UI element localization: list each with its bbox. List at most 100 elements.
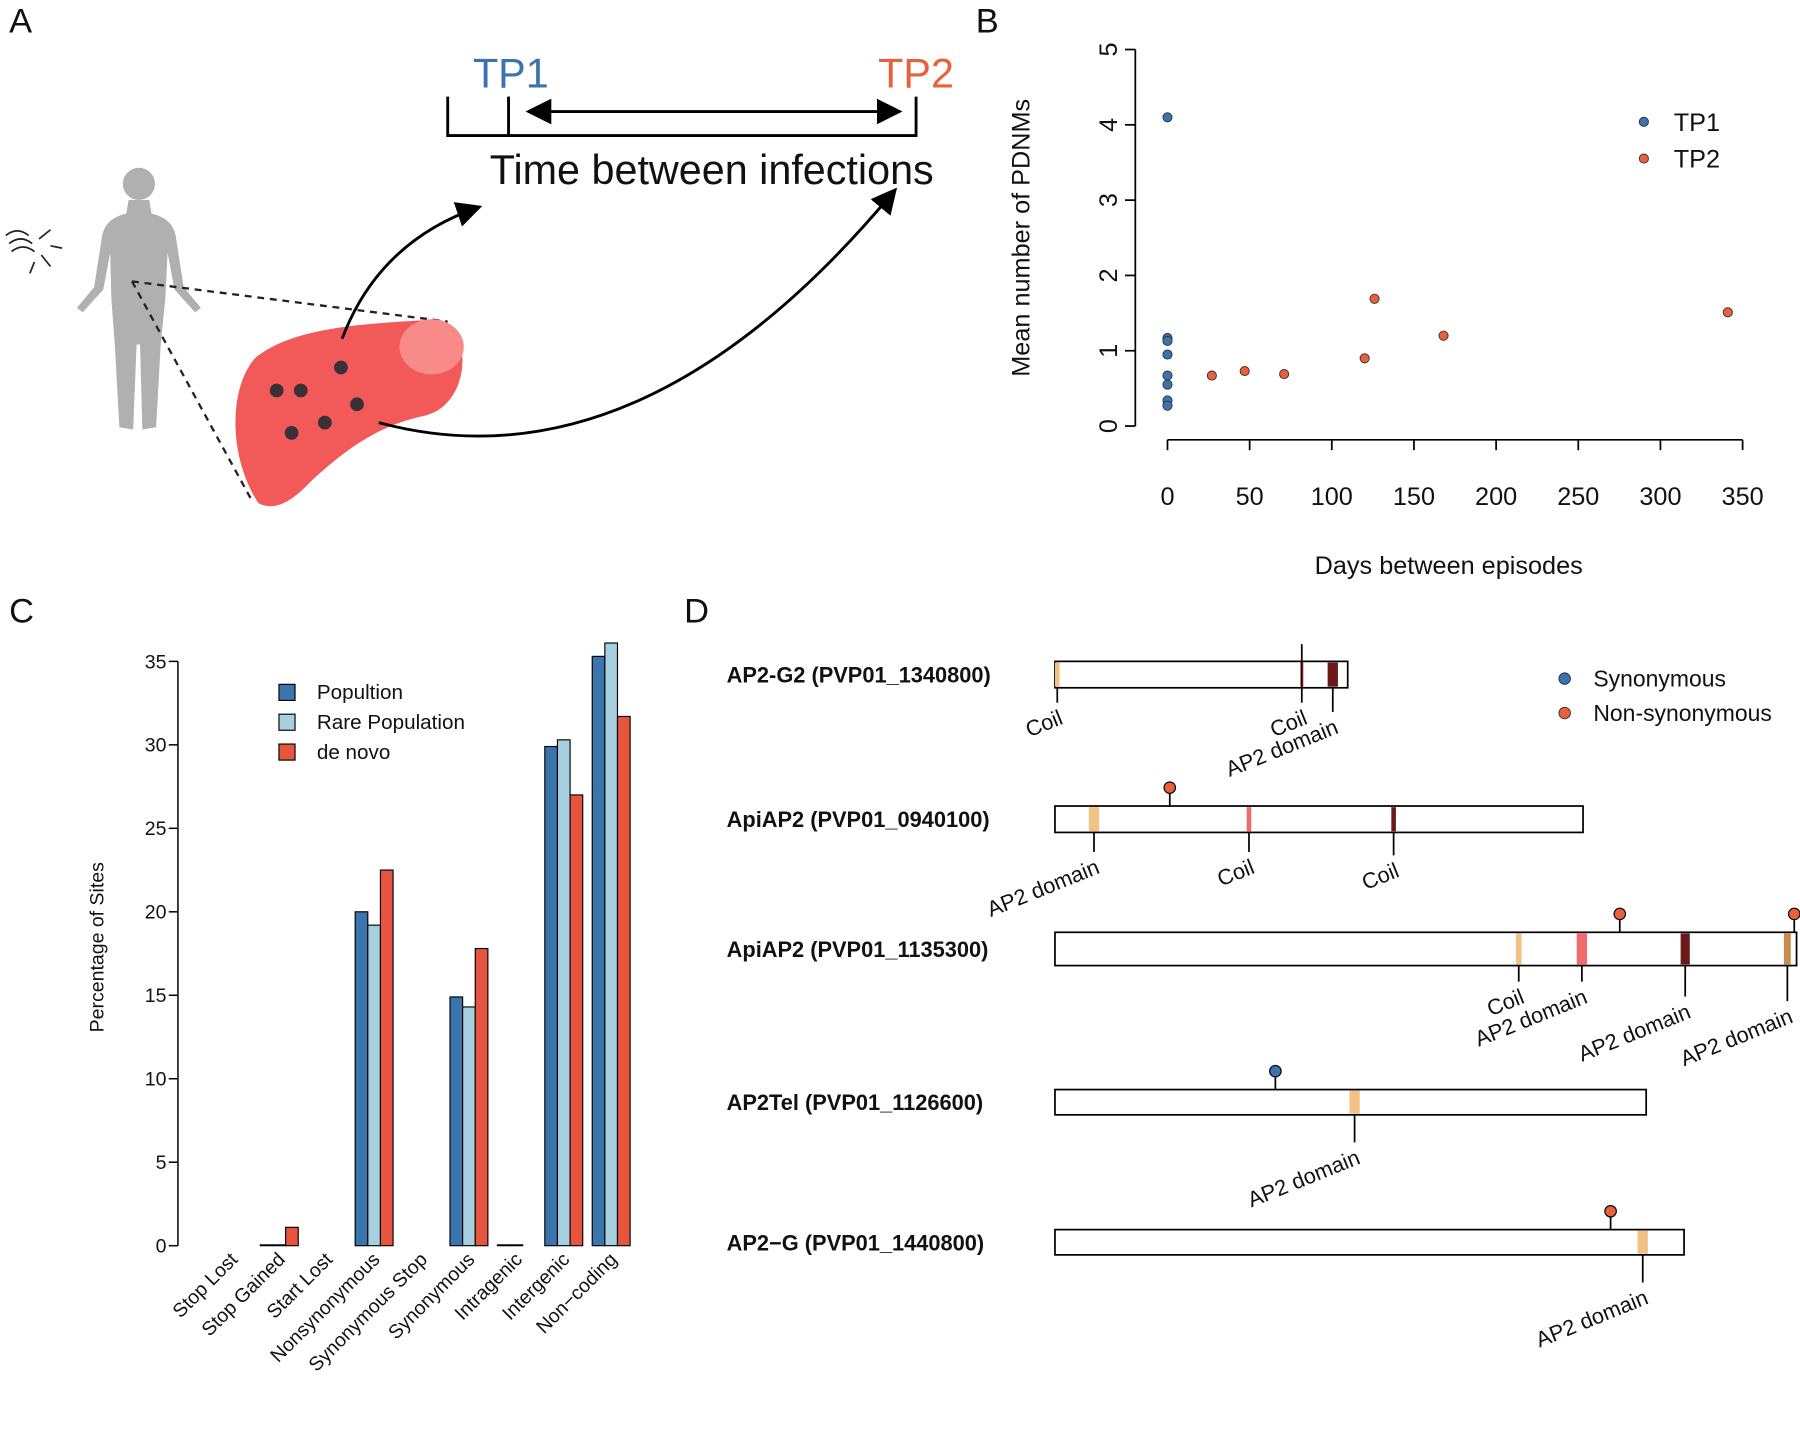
bar [449, 996, 464, 1247]
x-tick-label: 150 [1393, 483, 1435, 511]
domain [1246, 807, 1252, 832]
y-tick-label: 10 [145, 1069, 167, 1091]
bar [604, 642, 619, 1247]
x-tick-label: 0 [1160, 483, 1174, 511]
y-tick-label: 30 [145, 735, 167, 757]
point [1359, 353, 1370, 364]
legend-label: Synonymous [1593, 666, 1726, 692]
point [1162, 400, 1173, 411]
gene-body [1054, 660, 1349, 689]
point [1239, 366, 1250, 377]
bar [285, 1226, 299, 1247]
legend-swatch [278, 713, 296, 731]
domain-label: AP2 domain [1574, 999, 1693, 1067]
y-tick-label: 5 [156, 1152, 167, 1174]
legend-marker [1558, 706, 1571, 720]
point [1162, 379, 1173, 390]
legend-marker [1638, 153, 1649, 164]
y-tick-label: 20 [145, 902, 167, 924]
x-tick-label: 250 [1557, 483, 1599, 511]
domain [1576, 933, 1588, 965]
legend-marker [1638, 116, 1649, 127]
y-tick-label: 3 [1095, 193, 1123, 207]
point [1369, 293, 1380, 304]
bar [544, 745, 559, 1247]
y-axis-label: Mean number of PDNMs [1008, 99, 1036, 377]
gene-body [1054, 931, 1798, 967]
legend-label: Popultion [317, 681, 403, 704]
panel-label: B [976, 2, 999, 40]
domain-label: AP2 domain [983, 854, 1102, 922]
tp1-label: TP1 [473, 50, 549, 96]
domain [1054, 662, 1060, 687]
legend-label: TP1 [1674, 109, 1720, 137]
arrows [340, 96, 918, 438]
point [1162, 335, 1173, 347]
illustration: TP1 TP2 Time between infections [5, 50, 954, 507]
domain [1783, 933, 1791, 965]
gene-name: AP2Tel (PVP01_1126600) [727, 1090, 983, 1115]
domain [1680, 933, 1690, 965]
point [1162, 349, 1173, 360]
mutation [1787, 907, 1800, 921]
gene-body [1054, 1228, 1685, 1256]
legend-swatch [278, 743, 296, 761]
gene-name: ApiAP2 (PVP01_0940100) [727, 807, 990, 832]
liver-parasites [269, 360, 364, 440]
panel-label: D [684, 592, 709, 630]
y-tick-label: 0 [1095, 419, 1123, 433]
liver [235, 319, 463, 507]
domain-label: AP2 domain [1677, 1003, 1796, 1071]
point [1722, 307, 1733, 318]
bar [272, 1244, 287, 1247]
y-tick-label: 4 [1095, 118, 1123, 132]
legend-label: TP2 [1674, 146, 1720, 174]
domain [1515, 933, 1522, 965]
legend-label: de novo [317, 741, 391, 764]
x-tick-label: 50 [1236, 483, 1264, 511]
point [1162, 370, 1173, 381]
x-tick-label: 100 [1311, 483, 1353, 511]
human-silhouette [76, 167, 201, 430]
domain [1637, 1230, 1648, 1254]
zoom-lines [131, 280, 448, 503]
mosquito [5, 229, 63, 274]
y-tick-label: 1 [1095, 344, 1123, 358]
y-tick-label: 25 [145, 818, 167, 840]
x-tick-label: 300 [1639, 483, 1681, 511]
domain [1088, 807, 1100, 832]
bar [496, 1244, 511, 1247]
point [1206, 370, 1217, 381]
bar [591, 655, 606, 1247]
bar [616, 715, 631, 1247]
caption: Time between infections [490, 147, 934, 193]
bar [354, 911, 369, 1247]
mutation [1604, 1204, 1617, 1218]
bar [509, 1244, 524, 1247]
domain-label: AP2 domain [1532, 1285, 1651, 1353]
domain-label: Coil [1022, 705, 1066, 742]
bar [474, 947, 489, 1247]
y-tick-label: 0 [156, 1236, 167, 1258]
bar [569, 794, 584, 1247]
gene-name: ApiAP2 (PVP01_1135300) [727, 937, 989, 962]
legend-label: Rare Population [317, 711, 465, 734]
gene-body [1054, 805, 1584, 834]
bar [379, 869, 394, 1247]
x-tick-label: 200 [1475, 483, 1517, 511]
point [1438, 330, 1449, 341]
domain-label: Coil [1358, 858, 1402, 895]
y-axis-label: Percentage of Sites [86, 862, 108, 1032]
legend-marker [1558, 672, 1571, 685]
domain-label: AP2 domain [1471, 984, 1590, 1052]
tp2-label: TP2 [878, 50, 954, 96]
domain [1391, 807, 1396, 832]
mutation [1163, 781, 1177, 794]
x-tick-label: 350 [1722, 483, 1764, 511]
y-tick-label: 15 [145, 985, 167, 1007]
y-tick-label: 5 [1095, 42, 1123, 56]
bar [462, 1006, 476, 1247]
y-tick-label: 35 [145, 651, 167, 673]
gene-name: AP2−G (PVP01_1440800) [727, 1230, 985, 1255]
domain-label: AP2 domain [1244, 1144, 1363, 1212]
